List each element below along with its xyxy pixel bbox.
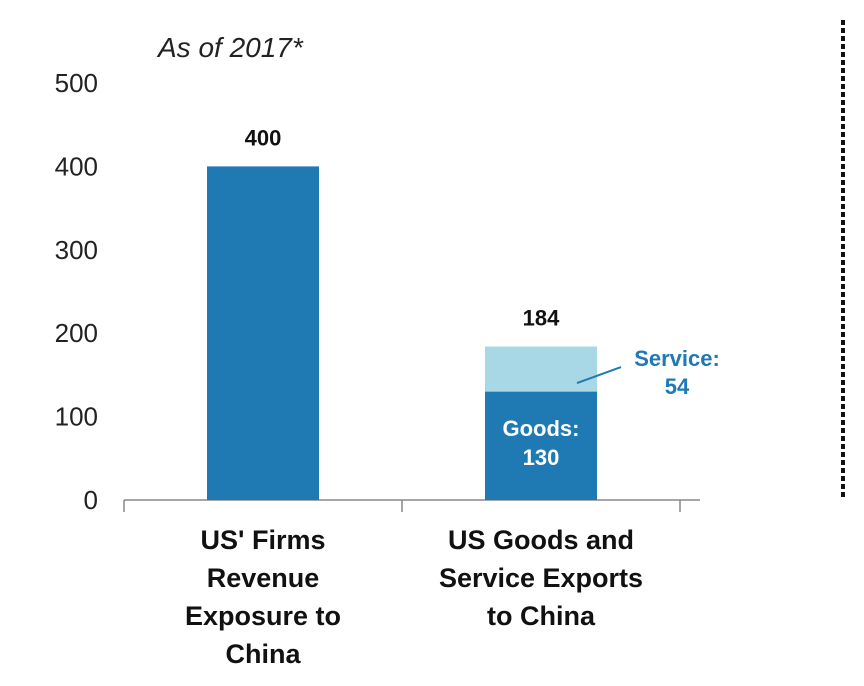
y-tick-label: 400 (55, 151, 98, 181)
bar-value-label: 400 (245, 125, 282, 150)
bars (207, 166, 597, 500)
category-label: China (225, 639, 301, 669)
bar-segment-goods (485, 391, 597, 500)
y-axis: 0 100 200 300 400 500 (55, 68, 98, 515)
category-label: to China (487, 601, 596, 631)
category-label: US Goods and (448, 525, 634, 555)
chart-subtitle: As of 2017* (156, 32, 304, 63)
goods-segment-label: Goods: (503, 416, 580, 441)
category-labels: US' Firms Revenue Exposure to China US Goods… (185, 525, 643, 669)
category-label: US' Firms (201, 525, 326, 555)
bar-segment-service (485, 346, 597, 392)
category-label: Revenue (207, 563, 320, 593)
bar-value-label: 184 (523, 306, 560, 331)
y-tick-label: 200 (55, 318, 98, 348)
category-label: Service Exports (439, 563, 643, 593)
bar (207, 166, 319, 500)
bar-labels: 400 184 Goods: 130 Service: 54 (245, 125, 720, 469)
y-tick-label: 300 (55, 235, 98, 265)
service-segment-label: 54 (665, 374, 690, 399)
x-axis (123, 499, 700, 512)
y-tick-label: 0 (84, 485, 98, 515)
y-tick-label: 500 (55, 68, 98, 98)
y-tick-label: 100 (55, 402, 98, 432)
category-label: Exposure to (185, 601, 341, 631)
goods-segment-label: 130 (523, 445, 560, 470)
service-callout-line (576, 366, 622, 385)
service-segment-label: Service: (634, 346, 720, 371)
